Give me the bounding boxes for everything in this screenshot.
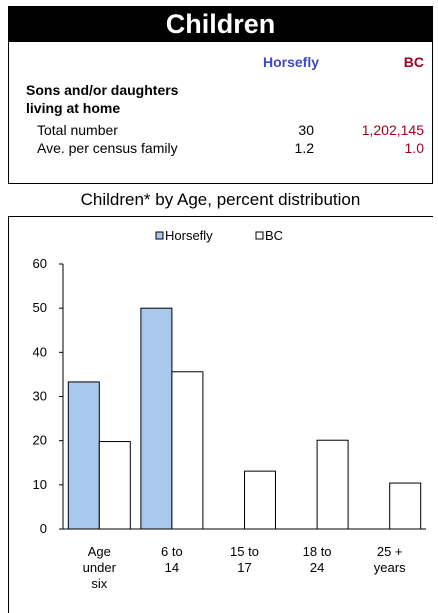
bar-bc-2 (244, 470, 276, 530)
y-tick-label: 20 (33, 433, 47, 448)
x-tick-label: 14 (165, 560, 179, 575)
legend-label-horsefly: Horsefly (165, 228, 213, 243)
bar-horsefly-0 (67, 381, 100, 530)
column-header-bc: BC (403, 54, 424, 70)
x-tick-label: Age (88, 544, 111, 559)
value-horsefly-average: 1.2 (294, 140, 314, 156)
x-tick-label: 25 + (377, 544, 403, 559)
column-header-horsefly: Horsefly (263, 54, 320, 70)
y-tick-label: 40 (33, 344, 47, 359)
bar-horsefly-1 (140, 307, 173, 530)
row-label-total: Total number (37, 122, 118, 138)
bar-bc-4 (389, 482, 422, 530)
y-tick-label: 10 (33, 477, 47, 492)
value-bc-average: 1.0 (404, 140, 424, 156)
legend-swatch-horsefly (155, 231, 164, 240)
page-title: Children (8, 6, 433, 42)
value-horsefly-total: 30 (298, 122, 314, 138)
row-label-average: Ave. per census family (37, 140, 178, 156)
chart-title: Children* by Age, percent distribution (80, 190, 361, 209)
y-tick-label: 0 (40, 521, 47, 536)
bar-bc-1 (171, 371, 204, 530)
chart-frame (8, 216, 433, 613)
x-tick-label: 17 (237, 560, 251, 575)
x-tick-label: 15 to (230, 544, 259, 559)
y-tick-label: 50 (33, 300, 47, 315)
x-tick-label: six (91, 576, 107, 591)
y-tick-label: 60 (33, 256, 47, 271)
x-tick-label: 6 to (161, 544, 183, 559)
x-tick-label: 18 to (303, 544, 332, 559)
legend-label-bc: BC (265, 228, 283, 243)
value-bc-total: 1,202,145 (361, 122, 424, 138)
section-label-line1: Sons and/or daughters (26, 82, 179, 98)
section-label-line2: living at home (26, 100, 121, 116)
legend-swatch-bc (255, 231, 264, 240)
x-tick-label: years (374, 560, 406, 575)
stats-table: Horsefly BC Sons and/or daughters living… (8, 42, 433, 184)
bar-bc-0 (98, 441, 131, 530)
bar-bc-3 (316, 439, 349, 530)
x-tick-label: under (83, 560, 117, 575)
x-tick-label: 24 (310, 560, 324, 575)
y-tick-label: 30 (33, 389, 47, 404)
